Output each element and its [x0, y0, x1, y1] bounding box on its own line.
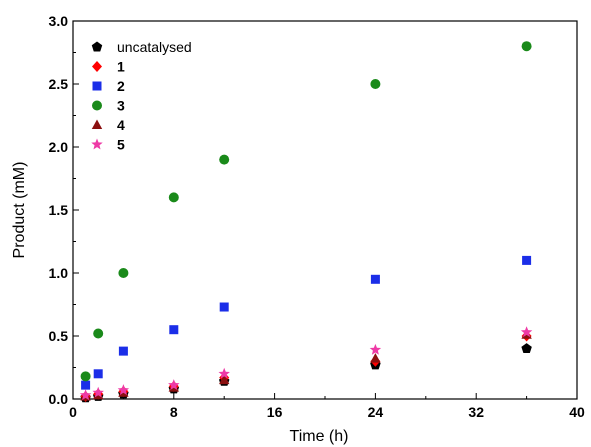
data-point: [118, 346, 128, 356]
data-point: [80, 371, 91, 382]
data-point: [370, 353, 381, 363]
series-3: [80, 41, 532, 382]
y-tick-label: 1.0: [49, 265, 69, 281]
data-point: [118, 268, 129, 278]
data-point: [521, 343, 532, 354]
legend-marker: [91, 41, 103, 52]
x-tick-label: 0: [69, 404, 77, 420]
y-tick-label: 2.0: [49, 139, 69, 155]
x-axis-title: Time (h): [290, 428, 349, 445]
data-point: [370, 274, 380, 284]
series-4: [80, 329, 532, 401]
legend-marker: [92, 81, 102, 91]
y-axis-title: Product (mM): [11, 162, 28, 259]
data-point: [219, 374, 230, 385]
data-point: [79, 389, 92, 401]
series-uncatalysed: [80, 343, 532, 403]
data-point: [218, 367, 230, 379]
data-point: [522, 255, 532, 265]
x-tick-label: 40: [569, 404, 585, 420]
data-point: [370, 79, 381, 89]
axes: 0 8 16 24 32 400.00.51.01.52.02.53.0: [49, 13, 585, 420]
data-point: [219, 302, 229, 312]
legend: uncatalysed 1 2 3 4 5: [91, 39, 192, 153]
x-tick-label: 32: [468, 404, 484, 420]
series-2: [81, 255, 532, 390]
legend-marker: [91, 138, 103, 150]
legend-marker: [91, 119, 103, 129]
legend-label: 2: [117, 78, 125, 94]
legend-label: uncatalysed: [117, 39, 192, 55]
plot-frame: [72, 20, 578, 400]
data-marks: [79, 41, 533, 403]
data-point: [369, 343, 382, 355]
data-point: [81, 380, 91, 390]
data-point: [92, 386, 104, 398]
x-tick-label: 16: [267, 404, 283, 420]
y-tick-label: 2.5: [49, 76, 69, 92]
y-tick-label: 0.5: [49, 328, 69, 344]
series-1: [80, 330, 532, 402]
legend-marker: [92, 61, 102, 72]
legend-label: 1: [117, 59, 125, 75]
data-point: [93, 369, 103, 379]
data-point: [168, 379, 180, 390]
data-point: [117, 384, 130, 396]
y-tick-label: 1.5: [49, 202, 69, 218]
data-point: [93, 328, 104, 339]
data-point: [219, 154, 230, 165]
y-tick-label: 3.0: [49, 13, 69, 29]
data-point: [521, 41, 532, 52]
x-tick-label: 24: [368, 404, 384, 420]
data-point: [169, 325, 179, 335]
series-5: [79, 326, 533, 401]
legend-label: 4: [117, 117, 125, 133]
x-tick-label: 8: [170, 404, 178, 420]
data-point: [168, 192, 179, 203]
y-tick-label: 0.0: [49, 391, 69, 407]
legend-marker: [92, 100, 102, 111]
legend-label: 3: [117, 98, 125, 114]
data-point: [520, 326, 533, 338]
legend-label: 5: [117, 137, 125, 153]
